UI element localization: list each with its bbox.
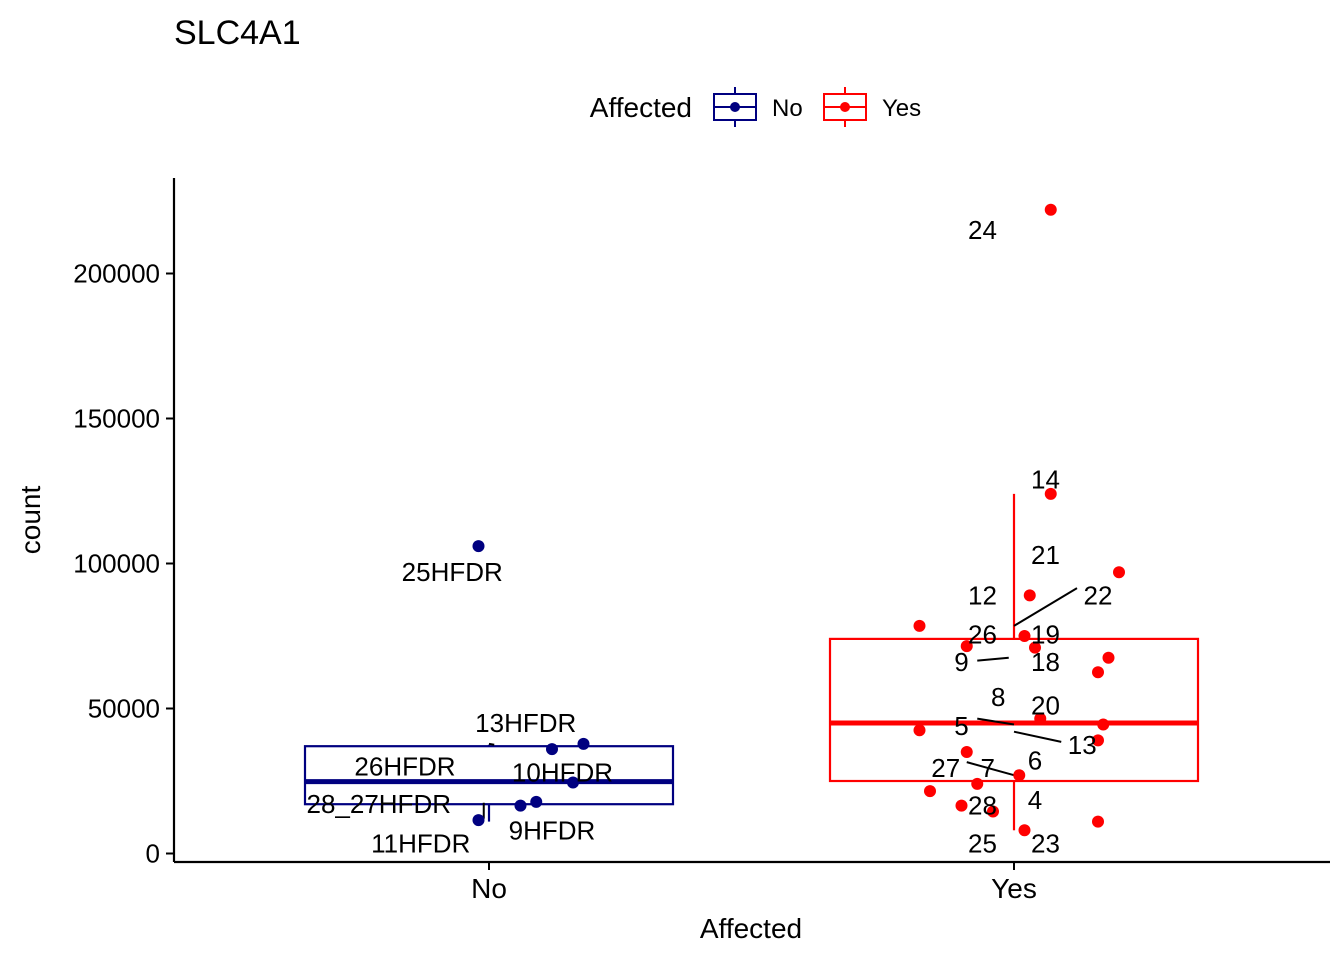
legend-key-point: [840, 102, 850, 112]
y-tick-label: 150000: [73, 404, 160, 434]
legend-key-point: [730, 102, 740, 112]
data-point: [960, 746, 973, 758]
series-no: 25HFDR 13HFDR 26HFDR 10HFDR 28_27HFDR 9HFDR 11…: [303, 540, 675, 858]
label-leader-line: [488, 742, 495, 746]
point-label: 5: [954, 711, 968, 741]
point-label: 25: [968, 828, 997, 858]
legend-title: Affected: [590, 92, 692, 123]
data-point: [567, 776, 579, 789]
data-point: [546, 743, 558, 756]
point-label: 14: [1031, 464, 1060, 494]
point-label: 21: [1031, 540, 1060, 570]
point-label: 18: [1031, 647, 1060, 677]
point-label: 7: [981, 753, 995, 783]
data-point: [960, 640, 973, 653]
label-leader-line: [977, 656, 1009, 662]
label-leader-line: [1013, 587, 1078, 627]
data-point: [514, 799, 527, 812]
data-point: [987, 805, 999, 818]
point-label: 10HFDR: [512, 757, 613, 787]
data-point: [1092, 734, 1104, 747]
data-point: [913, 619, 926, 632]
data-point: [1018, 824, 1031, 837]
data-point: [1023, 589, 1036, 602]
label-leader-line: [966, 761, 1015, 777]
point-label: 19: [1031, 620, 1060, 650]
box-iqr: [303, 745, 675, 806]
data-point: [1092, 815, 1104, 828]
point-label: 26HFDR: [354, 752, 455, 782]
legend-entry-no: No: [713, 87, 803, 127]
point-label: 11HFDR: [371, 828, 470, 858]
point-label: 12: [968, 580, 997, 610]
point-label: 26: [968, 620, 997, 650]
point-label: 8: [991, 682, 1005, 712]
point-label: 24: [968, 215, 997, 245]
data-point: [1097, 718, 1110, 731]
data-point: [1092, 666, 1104, 679]
legend-entry-yes: Yes: [823, 87, 921, 127]
data-point: [1034, 712, 1047, 725]
point-label: 20: [1031, 691, 1060, 721]
y-axis-label: count: [15, 486, 46, 555]
data-point: [971, 777, 984, 790]
label-leader-line: [977, 717, 1015, 726]
point-label: 28_27HFDR: [306, 789, 451, 819]
data-point: [472, 540, 485, 553]
data-point: [1013, 769, 1026, 782]
chart-title: SLC4A1: [174, 14, 301, 52]
y-tick-label: 100000: [73, 549, 160, 579]
plot-area: 25HFDR 13HFDR 26HFDR 10HFDR 28_27HFDR 9HFDR 11…: [303, 203, 1200, 858]
y-tick-label: 50000: [88, 694, 160, 724]
box-iqr: [828, 637, 1200, 783]
y-axis-ticks: 0 50000 100000 150000 200000: [73, 259, 174, 869]
point-label: 13: [1068, 730, 1097, 760]
x-tick-label: No: [471, 873, 507, 904]
legend-label: No: [772, 95, 803, 122]
data-point: [577, 737, 590, 750]
point-label: 25HFDR: [402, 557, 503, 587]
data-point: [955, 799, 968, 812]
point-label: 28: [968, 791, 997, 821]
point-label: 22: [1084, 580, 1113, 610]
point-label: 27: [931, 753, 960, 783]
point-label: 9HFDR: [509, 815, 596, 845]
x-axis-ticks: No Yes: [471, 862, 1037, 904]
data-point: [924, 785, 936, 798]
data-point: [530, 795, 543, 808]
label-leader-line: [1013, 730, 1062, 743]
point-label: 9: [954, 647, 968, 677]
legend-label: Yes: [882, 95, 921, 122]
data-point: [913, 724, 926, 737]
data-point: [1018, 630, 1031, 642]
point-label: 13HFDR: [475, 708, 576, 738]
x-axis-label: Affected: [700, 913, 802, 944]
data-point: [1044, 487, 1057, 500]
data-point: [1029, 641, 1041, 654]
legend: Affected No Yes: [590, 87, 921, 127]
data-point: [1102, 651, 1115, 664]
y-tick-label: 0: [146, 839, 160, 869]
series-yes: 24 14 21 12 22 26 19 9 18 8 20 5 13 6 27 7 4 28 25 23: [828, 203, 1200, 858]
y-tick-label: 200000: [73, 259, 160, 289]
point-label: 4: [1028, 785, 1042, 815]
x-tick-label: Yes: [991, 873, 1037, 904]
point-label: 6: [1028, 746, 1042, 776]
point-label: 23: [1031, 828, 1060, 858]
data-point: [472, 814, 485, 827]
data-point: [1044, 203, 1057, 216]
data-point: [1113, 566, 1125, 579]
